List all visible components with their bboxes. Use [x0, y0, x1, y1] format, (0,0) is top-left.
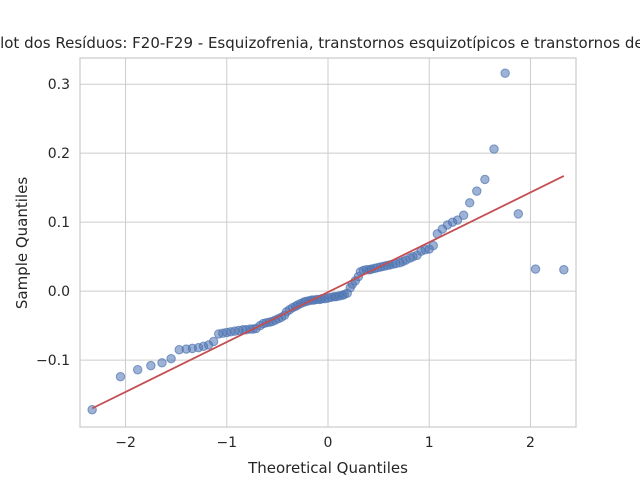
- data-point: [428, 240, 438, 251]
- data-point: [513, 209, 524, 219]
- data-point: [115, 371, 126, 382]
- data-point: [157, 358, 167, 368]
- y-tick-label: −0.1: [36, 353, 70, 369]
- data-point: [132, 365, 143, 375]
- data-point: [146, 360, 156, 371]
- data-point: [458, 210, 469, 220]
- x-tick-label: 0: [324, 435, 333, 451]
- data-point: [166, 354, 176, 364]
- y-tick-label: 0.0: [48, 284, 70, 300]
- data-point: [472, 186, 482, 196]
- y-tick-labels: −0.1 0.0 0.1 0.2 0.3: [36, 77, 70, 369]
- data-point: [559, 265, 569, 275]
- grid-lines: [80, 58, 576, 427]
- chart-title: Q-Q Plot dos Resíduos: F20-F29 - Esquizo…: [0, 34, 640, 52]
- x-tick-label: 1: [425, 435, 434, 451]
- data-point: [500, 68, 510, 78]
- data-point: [465, 198, 475, 208]
- x-axis-label: Theoretical Quantiles: [247, 459, 408, 477]
- data-point: [480, 174, 490, 185]
- reference-fit-line: [91, 175, 565, 410]
- y-axis-label: Sample Quantiles: [13, 177, 31, 309]
- data-point: [489, 144, 499, 154]
- data-point: [208, 336, 219, 347]
- data-point: [452, 215, 463, 225]
- y-tick-label: 0.2: [48, 146, 70, 162]
- x-tick-label: 2: [526, 435, 535, 451]
- y-tick-label: 0.1: [48, 215, 70, 231]
- x-tick-label: −2: [115, 435, 136, 451]
- x-tick-labels: −2 −1 0 1 2: [115, 435, 535, 451]
- data-point: [530, 264, 541, 274]
- y-tick-label: 0.3: [48, 77, 70, 93]
- x-tick-label: −1: [216, 435, 237, 451]
- plot-frame: [79, 57, 577, 428]
